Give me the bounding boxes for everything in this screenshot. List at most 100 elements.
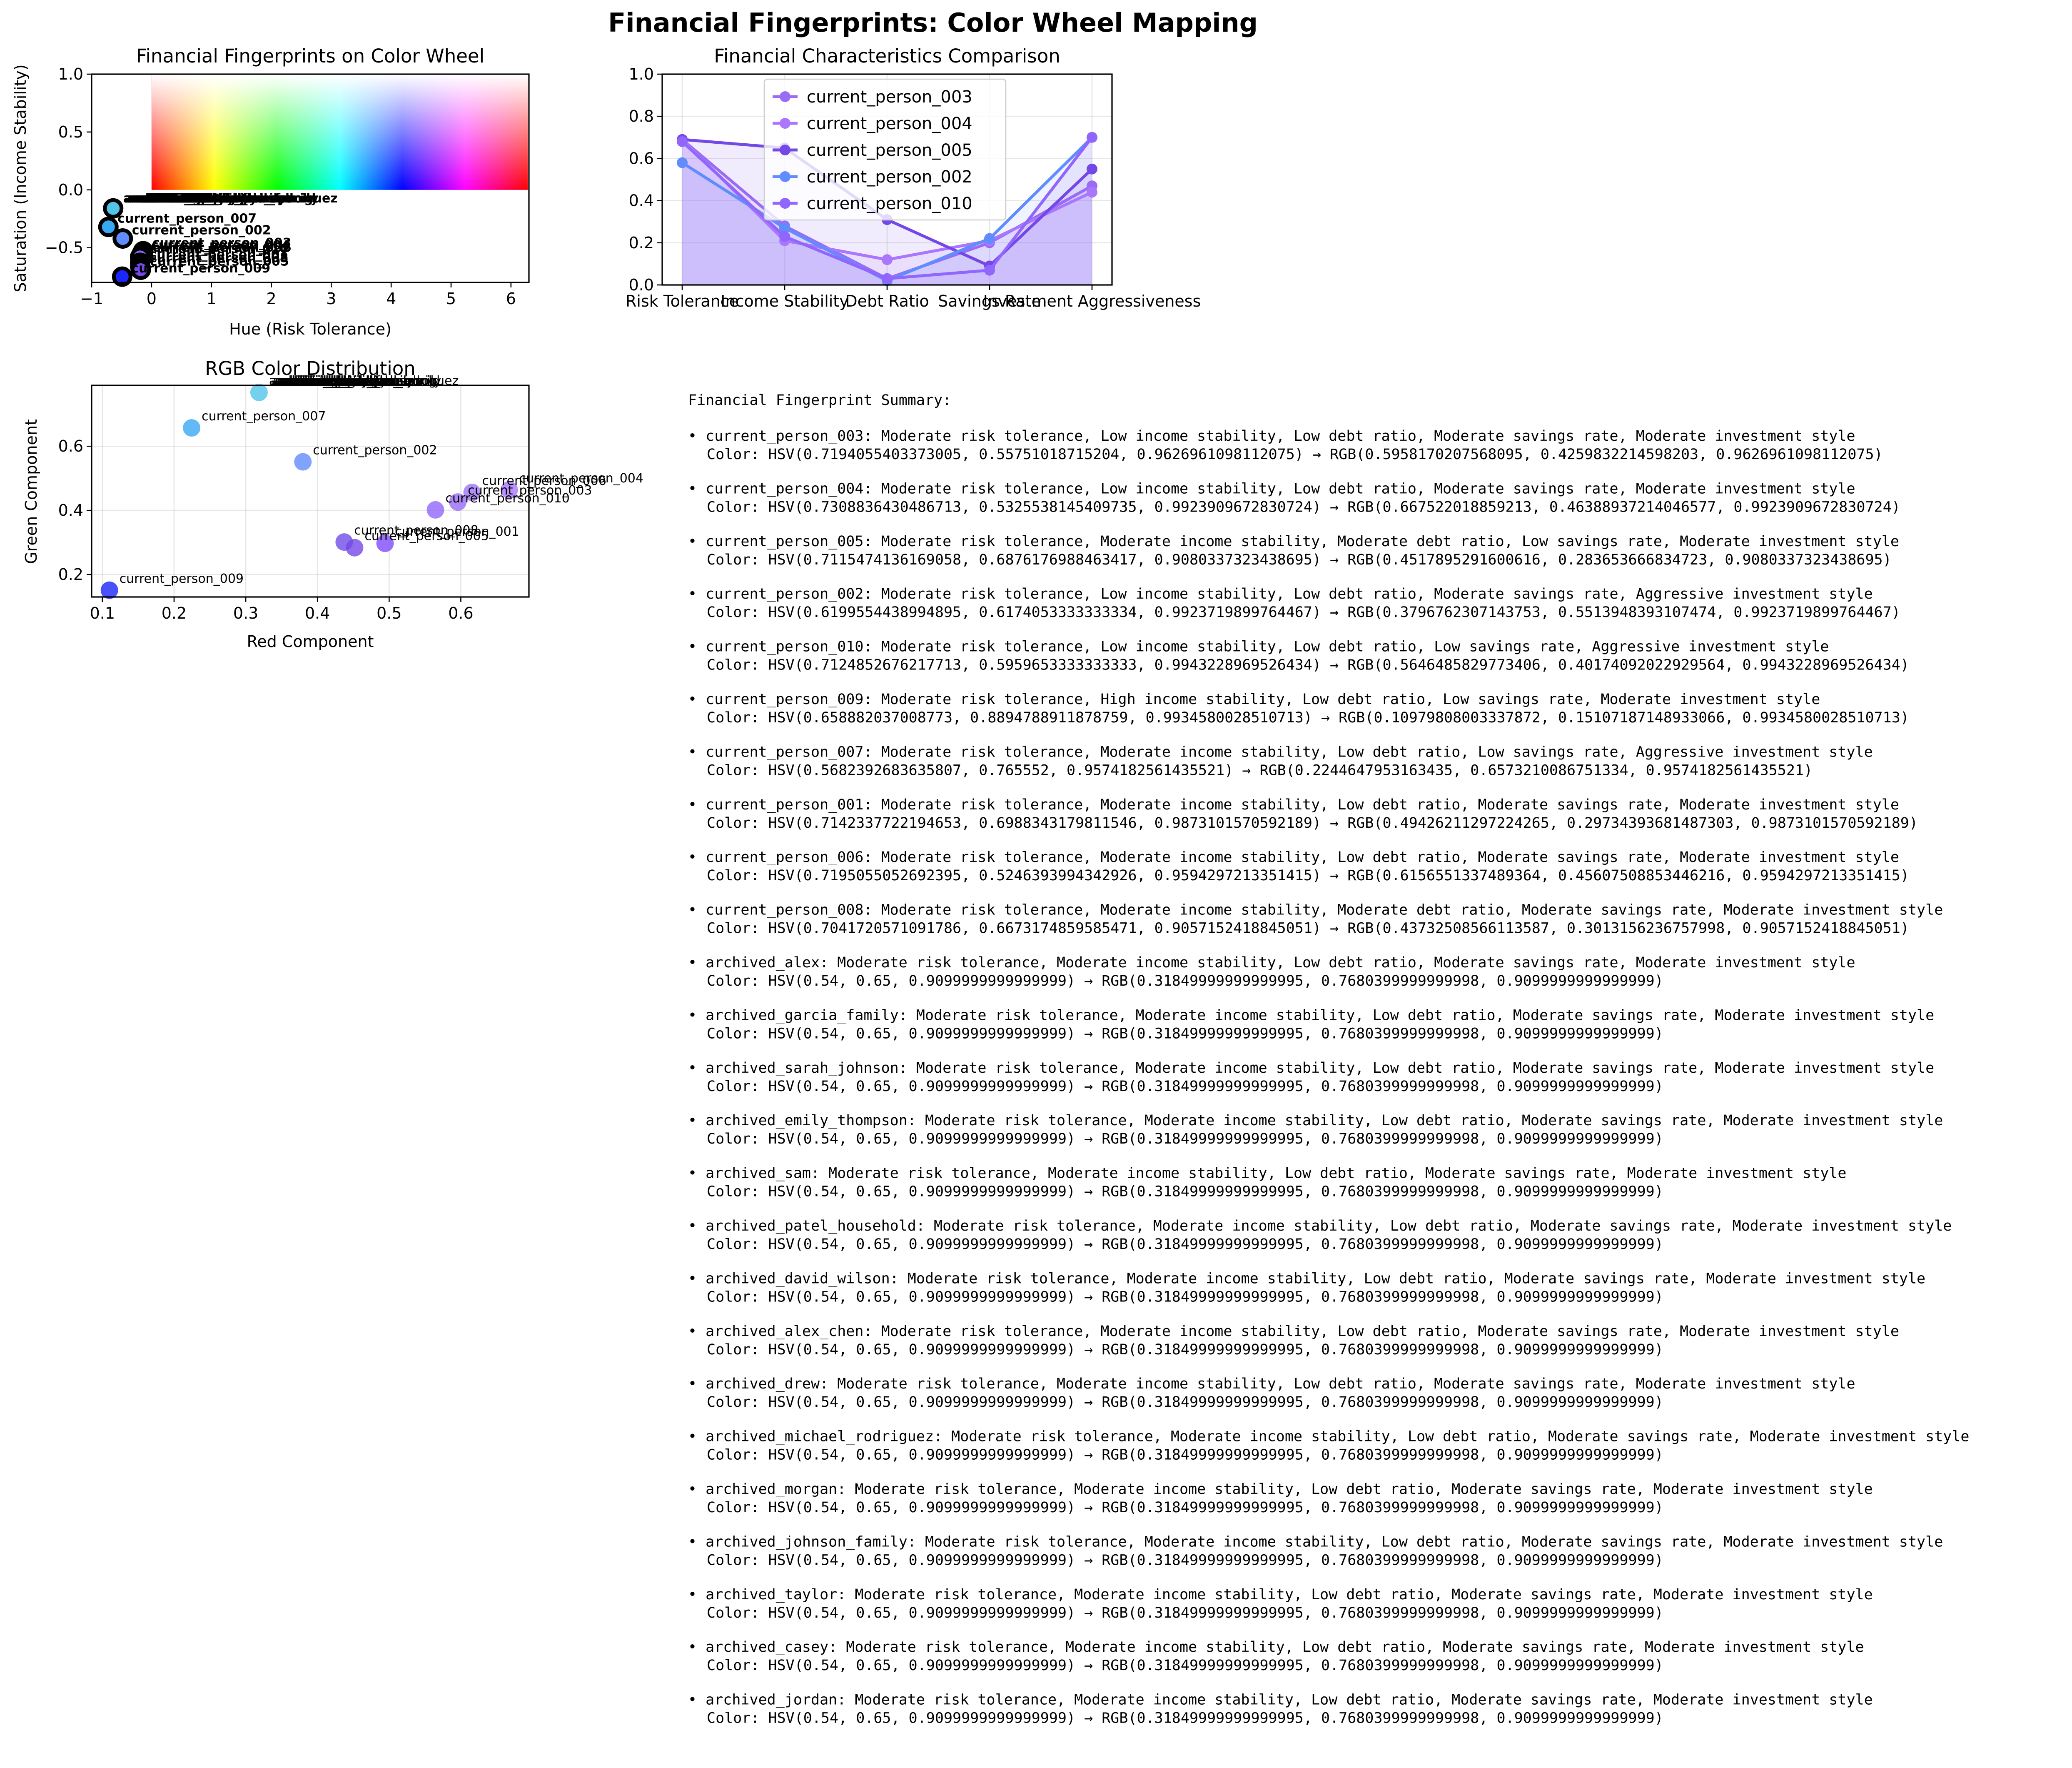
x-tick-label: 0.1: [90, 604, 115, 622]
x-tick-label: Debt Ratio: [845, 292, 929, 310]
summary-description: • archived_alex_chen: Moderate risk tole…: [688, 1323, 1899, 1340]
color-wheel-background: [151, 74, 528, 190]
y-tick-label: 0.4: [58, 501, 83, 519]
point-label: current_person_002: [132, 223, 271, 237]
series-point: [882, 273, 893, 284]
summary-color: Color: HSV(0.54, 0.65, 0.909999999999999…: [707, 1394, 1663, 1411]
legend-marker: [780, 118, 790, 129]
legend-label: current_person_004: [807, 114, 972, 133]
summary-color: Color: HSV(0.54, 0.65, 0.909999999999999…: [707, 1657, 1663, 1674]
legend-label: current_person_005: [807, 141, 972, 160]
legend-marker: [780, 145, 790, 155]
rgb-point: [500, 481, 518, 499]
summary-description: • archived_jordan: Moderate risk toleran…: [688, 1692, 1873, 1708]
point-label: archived_drew: [140, 191, 242, 206]
summary-description: • current_person_004: Moderate risk tole…: [688, 480, 1855, 497]
color-wheel-axes: −1 0 1 2 3 4 5 6 −0.5 0.0 0.5 1.0: [45, 65, 516, 308]
color-wheel-plot-frame: [91, 73, 530, 283]
series-point: [1087, 132, 1097, 143]
color-wheel-point: [130, 259, 151, 280]
x-tick-label: 0.6: [448, 604, 473, 622]
legend-label: current_person_002: [807, 167, 972, 187]
rgb-point-label: current_person_002: [313, 443, 437, 458]
y-tick-label: 0.6: [58, 437, 83, 455]
point-label: archived_emily_thompson: [130, 191, 311, 206]
summary-color: Color: HSV(0.54, 0.65, 0.909999999999999…: [707, 1236, 1663, 1253]
summary-description: • current_person_003: Moderate risk tole…: [688, 428, 1855, 444]
rgb-point-label: current_person_007: [202, 409, 326, 424]
point-label: current_person_007: [117, 212, 257, 226]
summary-description: • archived_sarah_johnson: Moderate risk …: [688, 1060, 1934, 1076]
point-label: current_person_001: [150, 247, 289, 262]
summary-color: Color: HSV(0.54, 0.65, 0.909999999999999…: [707, 973, 1663, 989]
summary-color: Color: HSV(0.54, 0.65, 0.909999999999999…: [707, 1025, 1663, 1042]
rgb-point: [426, 501, 444, 519]
rgb-chart-title: RGB Color Distribution: [205, 357, 416, 380]
x-tick-label: 3: [326, 290, 336, 308]
summary-description: • archived_taylor: Moderate risk toleran…: [688, 1586, 1873, 1603]
summary-color: Color: HSV(0.7308836430486713, 0.5325538…: [707, 499, 1900, 515]
summary-color: Color: HSV(0.658882037008773, 0.88947889…: [707, 709, 1909, 726]
x-tick-label: 5: [446, 290, 456, 308]
rgb-x-axis-label: Red Component: [247, 632, 374, 651]
x-tick-label: 0.4: [305, 604, 330, 622]
y-tick-label: 0.2: [58, 565, 83, 584]
rgb-point: [463, 484, 481, 502]
rgb-point-label: current_person_010: [446, 491, 570, 506]
summary-description: • archived_david_wilson: Moderate risk t…: [688, 1270, 1925, 1287]
characteristics-chart: Financial Characteristics Comparison 0.0…: [626, 45, 1201, 310]
series-point: [677, 136, 688, 147]
summary-description: • current_person_010: Moderate risk tole…: [688, 639, 1829, 655]
series-area: [682, 139, 1092, 285]
summary-description: • archived_morgan: Moderate risk toleran…: [688, 1481, 1873, 1498]
summary-description: • current_person_001: Moderate risk tole…: [688, 797, 1899, 813]
color-wheel-point: [98, 217, 119, 237]
saturation-fade: [151, 74, 528, 190]
rgb-point-label: current_person_005: [364, 529, 489, 544]
summary-color: Color: HSV(0.7124852676217713, 0.5959653…: [707, 657, 1909, 674]
color-wheel-y-axis-label: Saturation (Income Stability): [11, 64, 30, 292]
y-tick-label: −0.5: [45, 239, 83, 257]
point-label: archived_sam: [132, 191, 227, 206]
legend-label: current_person_010: [807, 194, 972, 213]
point-label: current_person_009: [131, 261, 270, 276]
y-tick-label: 0.0: [629, 276, 654, 294]
legend-marker: [780, 198, 790, 209]
summary-description: • archived_garcia_family: Moderate risk …: [688, 1007, 1934, 1024]
series-point: [1087, 187, 1097, 198]
y-tick-label: 0.6: [629, 149, 654, 167]
summary-description: • archived_emily_thompson: Moderate risk…: [688, 1112, 1943, 1129]
y-tick-label: 0.0: [58, 181, 83, 199]
summary-color: Color: HSV(0.54, 0.65, 0.909999999999999…: [707, 1289, 1663, 1305]
y-tick-label: 0.8: [629, 107, 654, 125]
summary-color: Color: HSV(0.54, 0.65, 0.909999999999999…: [707, 1499, 1663, 1516]
point-label: current_person_004: [151, 238, 290, 253]
point-label: current_person_006: [152, 240, 292, 255]
point-label: current_person_005: [150, 254, 289, 269]
summary-description: • current_person_009: Moderate risk tole…: [688, 691, 1820, 708]
rgb-point-label: current_person_003: [468, 483, 592, 498]
color-wheel-point: [112, 228, 133, 249]
summary-color: Color: HSV(0.7115474136169058, 0.6876176…: [707, 552, 1892, 568]
x-tick-label: Income Stability: [721, 292, 848, 310]
summary-color: Color: HSV(0.54, 0.65, 0.909999999999999…: [707, 1710, 1663, 1727]
point-label: archived_garcia_family: [125, 191, 286, 206]
color-wheel-points: [98, 198, 154, 287]
x-tick-label: 0: [147, 290, 157, 308]
summary-description: • archived_johnson_family: Moderate risk…: [688, 1533, 1943, 1550]
series-area: [682, 137, 1092, 285]
figure-title: Financial Fingerprints: Color Wheel Mapp…: [608, 7, 1258, 38]
rgb-point: [183, 419, 201, 437]
y-tick-label: 0.2: [629, 234, 654, 252]
point-label: archived_michael_rodriguez: [142, 191, 338, 206]
point-label: archived_david_wilson: [136, 191, 293, 206]
rgb-point-labels: archived_alexcurrent_person_007current_p…: [120, 374, 643, 586]
summary-color: Color: HSV(0.54, 0.65, 0.909999999999999…: [707, 1078, 1663, 1095]
x-tick-label: 2: [266, 290, 276, 308]
x-tick-label: 0.3: [233, 604, 258, 622]
summary-description: • archived_drew: Moderate risk tolerance…: [688, 1376, 1855, 1392]
summary-color: Color: HSV(0.7195055052692395, 0.5246393…: [707, 867, 1909, 884]
rgb-y-axis-label: Green Component: [22, 419, 40, 564]
